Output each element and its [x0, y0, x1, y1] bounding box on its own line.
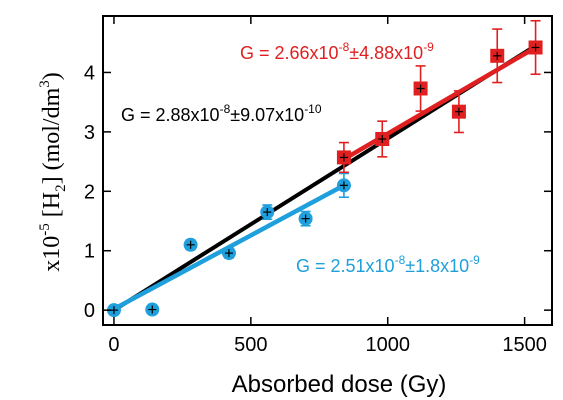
x-tick-label: 1000	[365, 334, 410, 356]
y-tick-label: 1	[84, 241, 95, 263]
blue-annotation-exp1: -8	[395, 253, 406, 267]
red-annotation-exp1: -8	[339, 40, 350, 54]
blue-annotation-text: G = 2.51x10	[296, 256, 395, 276]
y-label-species-close: ]	[39, 170, 65, 184]
y-label-species-open: [H	[39, 192, 65, 223]
y-label-prefix-exp: -5	[37, 223, 53, 236]
y-label-unit-close: )	[39, 72, 65, 80]
series-0-point	[221, 246, 236, 261]
red-annotation-exp2: -9	[423, 40, 434, 54]
x-tick-label: 0	[108, 334, 119, 356]
overall-fit-annotation: G = 2.88x10-8±9.07x10-10	[121, 102, 322, 125]
overall-annotation-mid: ±9.07x10	[230, 105, 304, 125]
axis-ticks: 0 500 1000 1500 0 1 2 3 4	[84, 16, 552, 356]
series-0-point	[260, 204, 275, 221]
blue-annotation-mid: ±1.8x10	[405, 256, 469, 276]
overall-annotation-text: G = 2.88x10	[121, 105, 220, 125]
series-0-point	[336, 172, 351, 199]
series-1-point	[451, 90, 466, 134]
series-0-point	[106, 303, 121, 318]
y-label-unit-exp: 3	[37, 80, 53, 88]
y-label-unit-open: (mol/dm	[39, 87, 65, 170]
y-tick-label: 4	[84, 62, 95, 84]
y-label-species-sub: 2	[53, 184, 69, 192]
series-1-point	[336, 141, 351, 174]
red-annotation-text: G = 2.66x10	[240, 43, 339, 63]
y-tick-label: 3	[84, 122, 95, 144]
data-points	[106, 19, 543, 318]
red-annotation-mid: ±4.88x10	[349, 43, 423, 63]
series-0-point	[298, 210, 313, 227]
y-tick-label: 0	[84, 300, 95, 322]
blue-fit-annotation: G = 2.51x10-8±1.8x10-9	[296, 253, 480, 276]
series-1-point	[490, 28, 505, 84]
x-axis-label: Absorbed dose (Gy)	[232, 371, 447, 398]
y-axis-label: x10-5 [H2] (mol/dm3)	[37, 72, 69, 272]
series-1-point	[375, 120, 390, 158]
overall-annotation-exp1: -8	[220, 102, 231, 116]
overall-annotation-exp2: -10	[304, 102, 322, 116]
blue-annotation-exp2: -9	[469, 253, 480, 267]
red-fit-annotation: G = 2.66x10-8±4.88x10-9	[240, 40, 434, 63]
x-tick-label: 1500	[502, 334, 547, 356]
series-1-point	[413, 65, 428, 112]
series-0-point	[145, 302, 160, 317]
y-tick-label: 2	[84, 181, 95, 203]
x-tick-label: 500	[234, 334, 267, 356]
series-1-fit-line	[342, 45, 537, 162]
series-0-point	[183, 237, 198, 252]
y-label-prefix: x10	[39, 236, 65, 272]
series-1-point	[528, 19, 543, 76]
plot-frame	[102, 15, 553, 326]
